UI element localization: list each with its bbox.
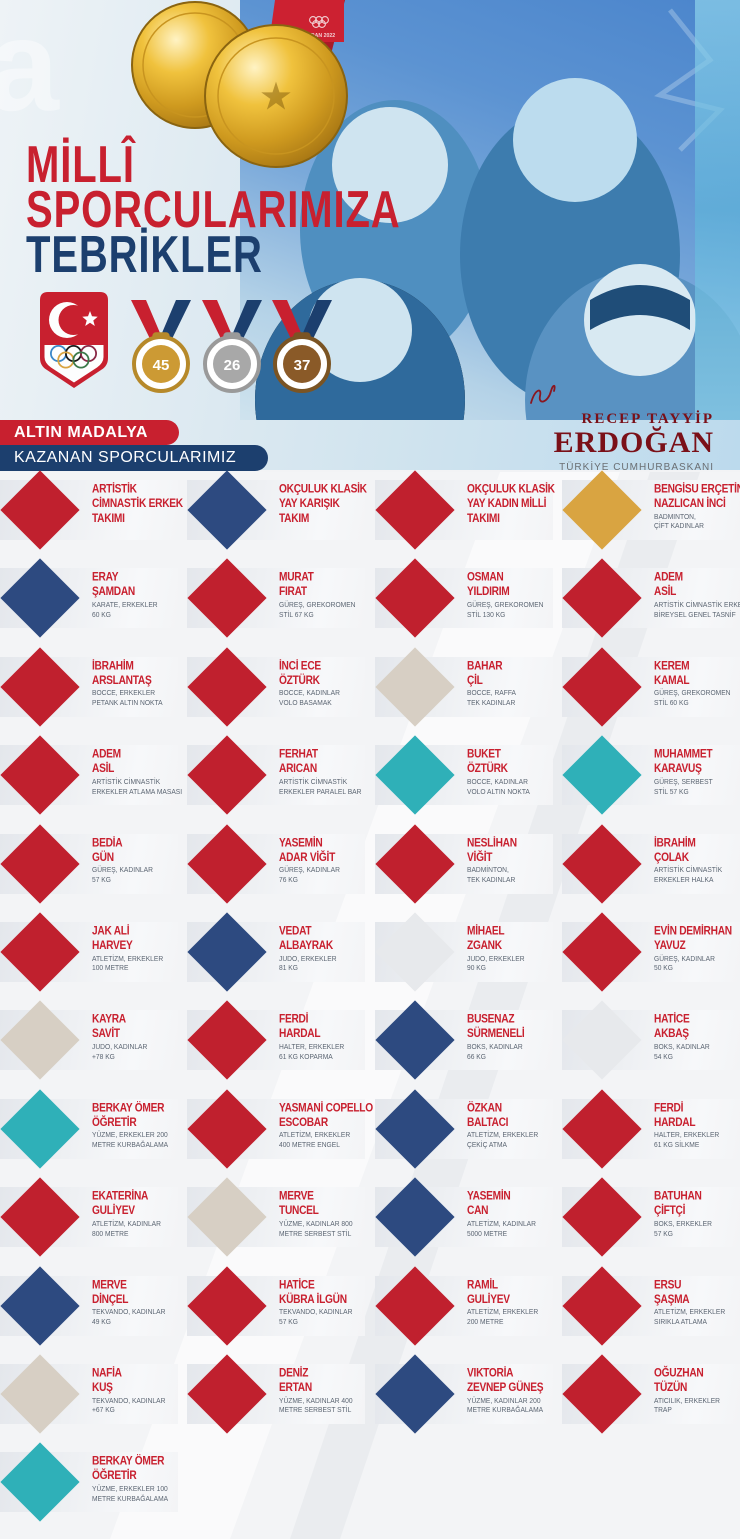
svg-text:45: 45 [153, 357, 170, 374]
svg-text:26: 26 [224, 357, 241, 374]
svg-text:★: ★ [261, 78, 291, 116]
svg-text:37: 37 [294, 357, 311, 374]
